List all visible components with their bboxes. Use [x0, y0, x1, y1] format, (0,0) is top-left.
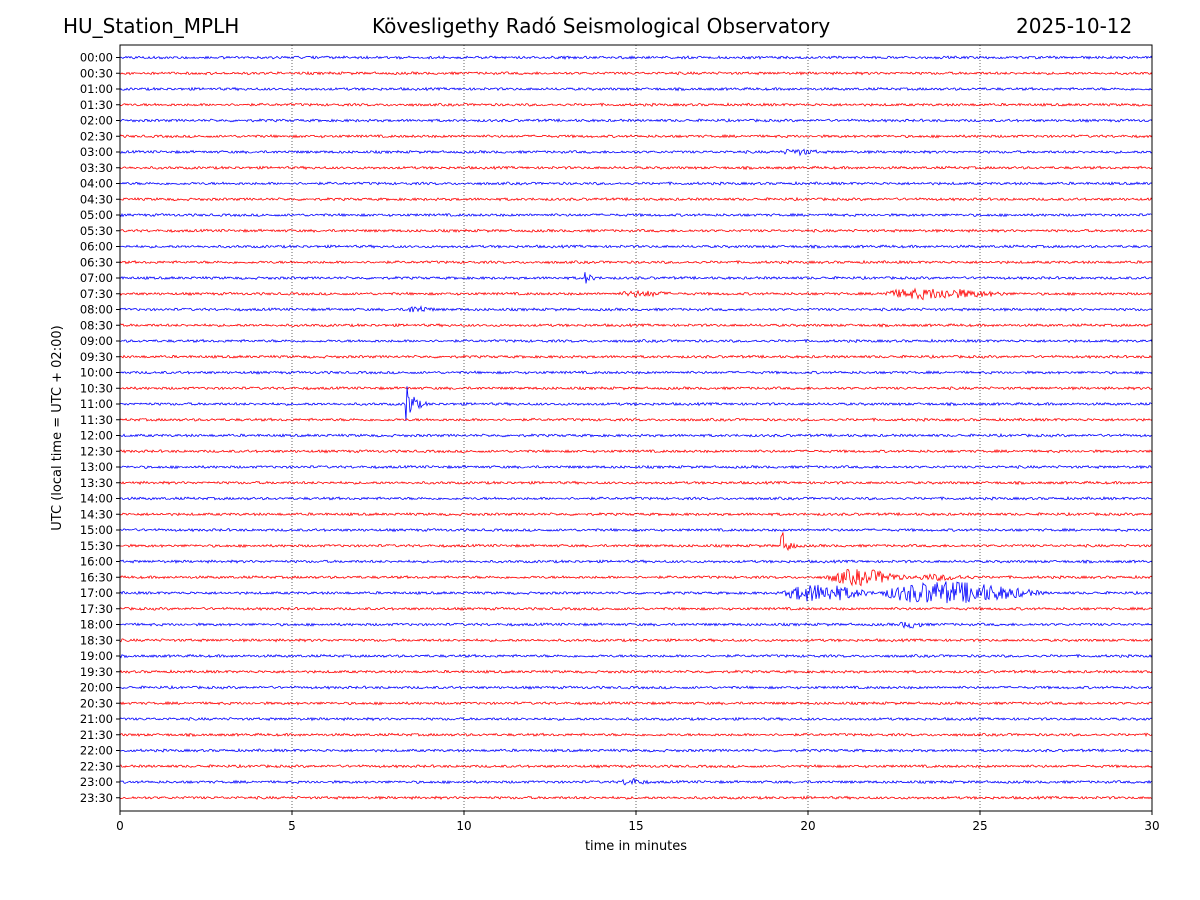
trace-1530	[119, 532, 1153, 552]
x-tick-label: 15	[628, 819, 643, 833]
y-tick-label: 08:00	[80, 303, 113, 317]
trace-2030	[119, 700, 1153, 706]
trace-1000	[119, 370, 1153, 375]
x-tick-label: 30	[1144, 819, 1159, 833]
y-tick-label: 06:30	[80, 255, 113, 269]
x-axis-label: time in minutes	[585, 839, 687, 854]
y-tick-label: 15:00	[80, 523, 113, 537]
y-tick-label: 11:30	[80, 413, 113, 427]
y-tick-label: 14:00	[80, 492, 113, 506]
y-tick-label: 00:00	[80, 51, 113, 65]
y-tick-label: 21:30	[80, 728, 113, 742]
y-tick-label: 16:00	[80, 555, 113, 569]
trace-0300	[119, 148, 1153, 157]
y-tick-label: 18:30	[80, 633, 113, 647]
y-tick-label: 20:30	[80, 696, 113, 710]
chart-title: Kövesligethy Radó Seismological Observat…	[372, 14, 831, 38]
trace-1300	[119, 464, 1153, 470]
trace-1400	[119, 496, 1153, 501]
trace-1100	[119, 386, 1153, 421]
y-tick-label: 10:00	[80, 366, 113, 380]
y-tick-label: 11:00	[80, 397, 113, 411]
y-tick-label: 03:30	[80, 161, 113, 175]
y-tick-label: 21:00	[80, 712, 113, 726]
y-tick-label: 07:00	[80, 271, 113, 285]
x-tick-label: 0	[116, 819, 124, 833]
y-tick-label: 23:00	[80, 775, 113, 789]
y-tick-label: 13:30	[80, 476, 113, 490]
y-tick-label: 22:30	[80, 759, 113, 773]
y-tick-label: 09:30	[80, 350, 113, 364]
trace-1930	[119, 669, 1153, 675]
chart-date: 2025-10-12	[1016, 14, 1133, 38]
trace-2100	[119, 716, 1153, 722]
trace-1700	[119, 581, 1153, 604]
y-tick-label: 02:00	[80, 114, 113, 128]
y-tick-label: 12:00	[80, 429, 113, 443]
y-tick-label: 20:00	[80, 681, 113, 695]
trace-1600	[119, 559, 1153, 564]
y-tick-label: 02:30	[80, 129, 113, 143]
x-tick-label: 20	[800, 819, 815, 833]
y-tick-label: 10:30	[80, 381, 113, 395]
y-tick-label: 01:00	[80, 82, 113, 96]
y-tick-label: 09:00	[80, 334, 113, 348]
y-tick-label: 19:00	[80, 649, 113, 663]
y-tick-label: 12:30	[80, 444, 113, 458]
trace-1730	[119, 606, 1153, 612]
trace-2300	[119, 777, 1153, 786]
y-tick-label: 16:30	[80, 570, 113, 584]
y-tick-label: 23:30	[80, 791, 113, 805]
y-tick-label: 19:30	[80, 665, 113, 679]
trace-0130	[119, 102, 1153, 107]
x-tick-label: 10	[456, 819, 471, 833]
trace-1030	[119, 385, 1153, 391]
y-tick-label: 04:00	[80, 177, 113, 191]
station-name: HU_Station_MPLH	[63, 14, 240, 38]
trace-0630	[119, 259, 1153, 265]
trace-0900	[119, 338, 1153, 344]
y-tick-label: 17:00	[80, 586, 113, 600]
y-tick-label: 13:00	[80, 460, 113, 474]
y-axis-label: UTC (local time = UTC + 02:00)	[50, 325, 65, 530]
y-tick-label: 18:00	[80, 618, 113, 632]
y-tick-label: 14:30	[80, 507, 113, 521]
y-tick-label: 06:00	[80, 240, 113, 254]
y-tick-label: 04:30	[80, 192, 113, 206]
trace-0000	[119, 55, 1153, 60]
y-tick-label: 05:00	[80, 208, 113, 222]
y-tick-label: 03:00	[80, 145, 113, 159]
trace-1900	[119, 653, 1153, 659]
x-axis: 0 5 10 15 20 25 30	[116, 811, 1160, 833]
trace-1830	[119, 637, 1153, 643]
y-tick-label: 05:30	[80, 224, 113, 238]
y-tick-label: 17:30	[80, 602, 113, 616]
y-tick-label: 15:30	[80, 539, 113, 553]
y-tick-label: 01:30	[80, 98, 113, 112]
gridlines	[291, 45, 981, 811]
y-tick-label: 07:30	[80, 287, 113, 301]
y-tick-label: 08:30	[80, 318, 113, 332]
x-tick-label: 5	[288, 819, 296, 833]
trace-1230	[119, 448, 1153, 454]
trace-1630	[119, 568, 1153, 587]
y-tick-label: 22:00	[80, 744, 113, 758]
x-tick-label: 25	[972, 819, 987, 833]
y-tick-label: 00:30	[80, 66, 113, 80]
trace-0830	[119, 322, 1153, 328]
